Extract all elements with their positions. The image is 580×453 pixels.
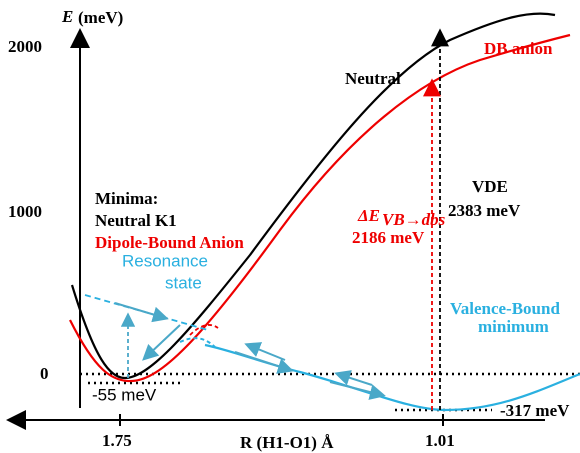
neutral-label: Neutral xyxy=(345,69,401,88)
y-label: E xyxy=(61,7,73,26)
x-tick-label: 1.75 xyxy=(102,431,132,450)
x-label: R (H1-O1) Å xyxy=(240,433,334,452)
resonance-label: Resonance xyxy=(122,251,208,270)
delta-value: 2186 meV xyxy=(352,228,425,247)
vb-energy: -317 meV xyxy=(500,401,570,420)
vb-label: Valence-Bound xyxy=(450,299,560,318)
db-energy: -55 meV xyxy=(92,385,157,404)
delta-subscript: VB→dbs xyxy=(382,210,446,229)
resonance-label: state xyxy=(165,273,202,292)
y-unit: (meV) xyxy=(78,8,123,27)
y-tick-label: 0 xyxy=(40,364,49,383)
minima-anion: Dipole-Bound Anion xyxy=(95,233,244,252)
vb-label: minimum xyxy=(478,317,549,336)
y-tick-label: 2000 xyxy=(8,37,42,56)
db-anion-label: DB anion xyxy=(484,39,553,58)
vde-value: 2383 meV xyxy=(448,201,521,220)
delta-symbol: ΔE xyxy=(357,206,380,225)
cross-red xyxy=(189,324,219,336)
bump xyxy=(179,337,216,348)
db-anion-curve xyxy=(69,33,571,383)
x-tick-label: 1.01 xyxy=(425,431,455,450)
neutral-curve xyxy=(70,12,556,380)
flow-arrows xyxy=(114,302,386,400)
minima-neutral: Neutral K1 xyxy=(95,211,177,230)
y-tick-label: 1000 xyxy=(8,202,42,221)
minima-title: Minima: xyxy=(95,189,158,208)
vde-label: VDE xyxy=(472,177,508,196)
